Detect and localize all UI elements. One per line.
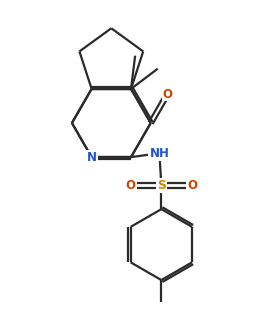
Text: O: O	[126, 179, 136, 192]
Text: O: O	[162, 87, 172, 101]
Text: O: O	[187, 179, 197, 192]
Text: N: N	[87, 150, 97, 164]
Text: S: S	[157, 179, 166, 192]
Text: NH: NH	[149, 147, 169, 160]
